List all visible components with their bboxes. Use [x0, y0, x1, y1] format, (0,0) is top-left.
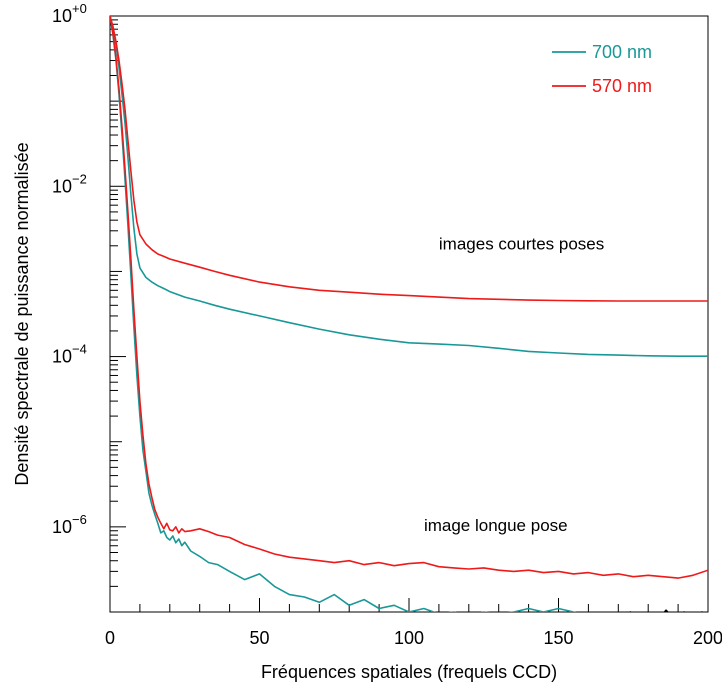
legend: 700 nm 570 nm — [552, 42, 652, 96]
570-nm-long-series-line — [110, 16, 708, 579]
y-tick-label: 10−6 — [52, 512, 87, 537]
annotation-label: images courtes poses — [439, 235, 604, 254]
tick-labels-group: 0 50 100 150 200 10+0 10−2 10−4 10−6 — [52, 1, 722, 648]
700-nm-short-series-line — [110, 16, 708, 358]
y-tick-label: 10+0 — [52, 1, 87, 26]
x-tick-label: 100 — [394, 628, 424, 648]
y-tick-label: 10−4 — [52, 342, 87, 367]
700-nm-long-series-line — [110, 16, 577, 612]
x-tick-label: 50 — [249, 628, 269, 648]
legend-label: 570 nm — [592, 76, 652, 96]
y-tick-label: 10−2 — [52, 171, 87, 196]
annotations-group: images courtes poses image longue pose — [424, 235, 604, 535]
plot-frame — [109, 15, 709, 613]
y-axis-title: Densité spectrale de puissance normalisé… — [12, 142, 32, 485]
x-tick-label: 0 — [105, 628, 115, 648]
570-nm-short-series-line — [110, 16, 708, 302]
ticks-group — [109, 15, 709, 613]
x-axis-title: Fréquences spatiales (frequels CCD) — [261, 662, 557, 682]
annotation-label: image longue pose — [424, 516, 568, 535]
x-tick-label: 150 — [543, 628, 573, 648]
series-group — [110, 16, 708, 612]
x-tick-label: 200 — [693, 628, 722, 648]
legend-label: 700 nm — [592, 42, 652, 62]
